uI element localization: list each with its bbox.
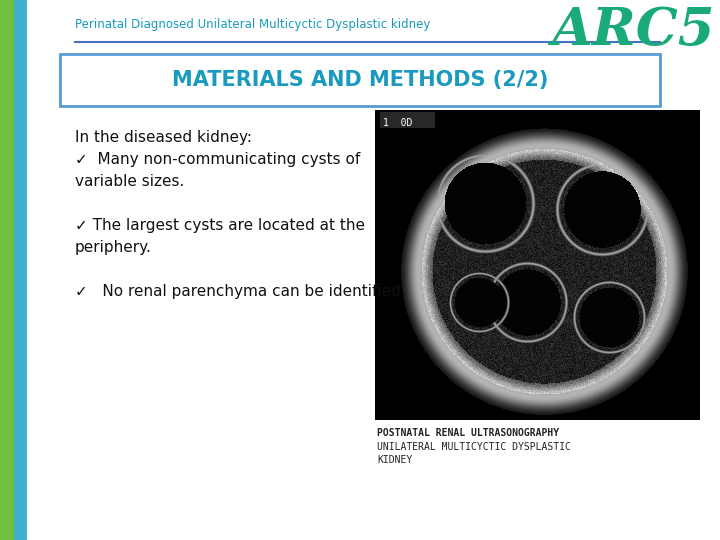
Text: KIDNEY: KIDNEY bbox=[377, 455, 413, 465]
Text: ✓  Many non-communicating cysts of: ✓ Many non-communicating cysts of bbox=[75, 152, 360, 167]
Text: Perinatal Diagnosed Unilateral Multicyctic Dysplastic kidney: Perinatal Diagnosed Unilateral Multicyct… bbox=[75, 18, 431, 31]
Text: 1  0D: 1 0D bbox=[383, 118, 413, 128]
Text: MATERIALS AND METHODS (2/2): MATERIALS AND METHODS (2/2) bbox=[172, 70, 548, 90]
Text: periphery.: periphery. bbox=[75, 240, 152, 255]
Text: In the diseased kidney:: In the diseased kidney: bbox=[75, 130, 252, 145]
Bar bbox=[0, 0, 14, 540]
Text: UNILATERAL MULTICYCTIC DYSPLASTIC: UNILATERAL MULTICYCTIC DYSPLASTIC bbox=[377, 442, 571, 452]
Text: variable sizes.: variable sizes. bbox=[75, 174, 184, 189]
Text: POSTNATAL RENAL ULTRASONOGRAPHY: POSTNATAL RENAL ULTRASONOGRAPHY bbox=[377, 428, 559, 438]
Bar bbox=[14, 0, 27, 540]
Text: ARC5: ARC5 bbox=[552, 5, 715, 56]
Text: ✓ The largest cysts are located at the: ✓ The largest cysts are located at the bbox=[75, 218, 365, 233]
Bar bbox=[60, 54, 660, 106]
Text: ✓   No renal parenchyma can be identified.: ✓ No renal parenchyma can be identified. bbox=[75, 284, 406, 299]
